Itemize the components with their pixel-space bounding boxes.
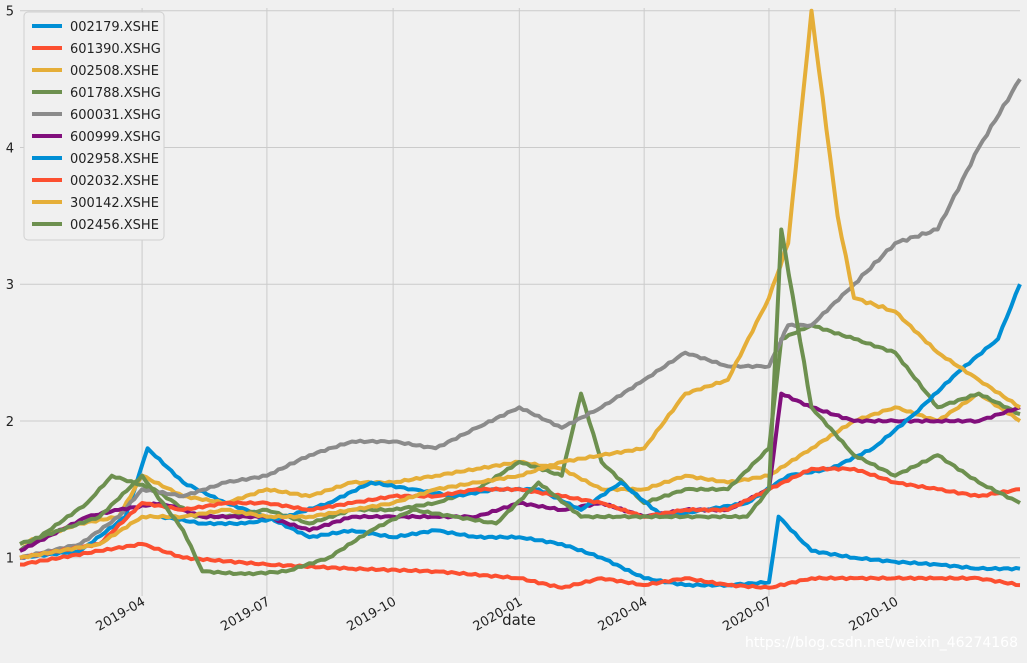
x-tick-label: 2019-10 <box>345 594 400 634</box>
y-tick-label: 2 <box>6 415 14 430</box>
x-axis-label: date <box>502 611 536 629</box>
series-line-600031.XSHG <box>19 77 1022 560</box>
y-tick-label: 4 <box>6 141 14 156</box>
y-tick-label: 3 <box>6 278 14 293</box>
legend-entry: 300142.XSHE <box>70 196 159 211</box>
legend-entry: 002179.XSHE <box>70 20 159 35</box>
series-line-002179.XSHE <box>19 446 1021 588</box>
x-tick-label: 2019-07 <box>218 594 273 634</box>
series-line-300142.XSHE <box>19 8 1021 560</box>
x-tick-label: 2020-07 <box>720 594 775 634</box>
watermark-text: https://blog.csdn.net/weixin_46274168 <box>745 635 1018 651</box>
legend-entry: 600031.XSHG <box>70 108 161 123</box>
series-line-601390.XSHG <box>19 541 1021 590</box>
y-tick-labels: 1 2 3 4 5 <box>6 5 14 567</box>
y-tick-label: 1 <box>6 552 14 567</box>
legend-entry: 601788.XSHG <box>70 86 161 101</box>
legend-entry: 002508.XSHE <box>70 64 159 79</box>
x-tick-label: 2020-04 <box>596 594 651 634</box>
x-tick-labels: 2019-04 2019-07 2019-10 2020-01 2020-04 2020-… <box>94 594 902 634</box>
legend-entry: 002456.XSHE <box>70 218 159 233</box>
series-line-002958.XSHE <box>160 283 1022 527</box>
legend: 002179.XSHE 601390.XSHG 002508.XSHE 601788.… <box>23 11 165 241</box>
x-tick-label: 2020-10 <box>847 594 902 634</box>
x-tick-label: 2019-04 <box>94 594 149 634</box>
legend-entry: 600999.XSHG <box>70 130 161 145</box>
series-line-002456.XSHE <box>19 227 1021 577</box>
legend-entry: 002032.XSHE <box>70 174 159 189</box>
y-tick-label: 5 <box>6 5 14 20</box>
series-lines <box>18 8 1022 590</box>
series-line-002032.XSHE <box>19 466 1021 560</box>
legend-entry: 002958.XSHE <box>70 152 159 167</box>
legend-entry: 601390.XSHG <box>70 42 161 57</box>
